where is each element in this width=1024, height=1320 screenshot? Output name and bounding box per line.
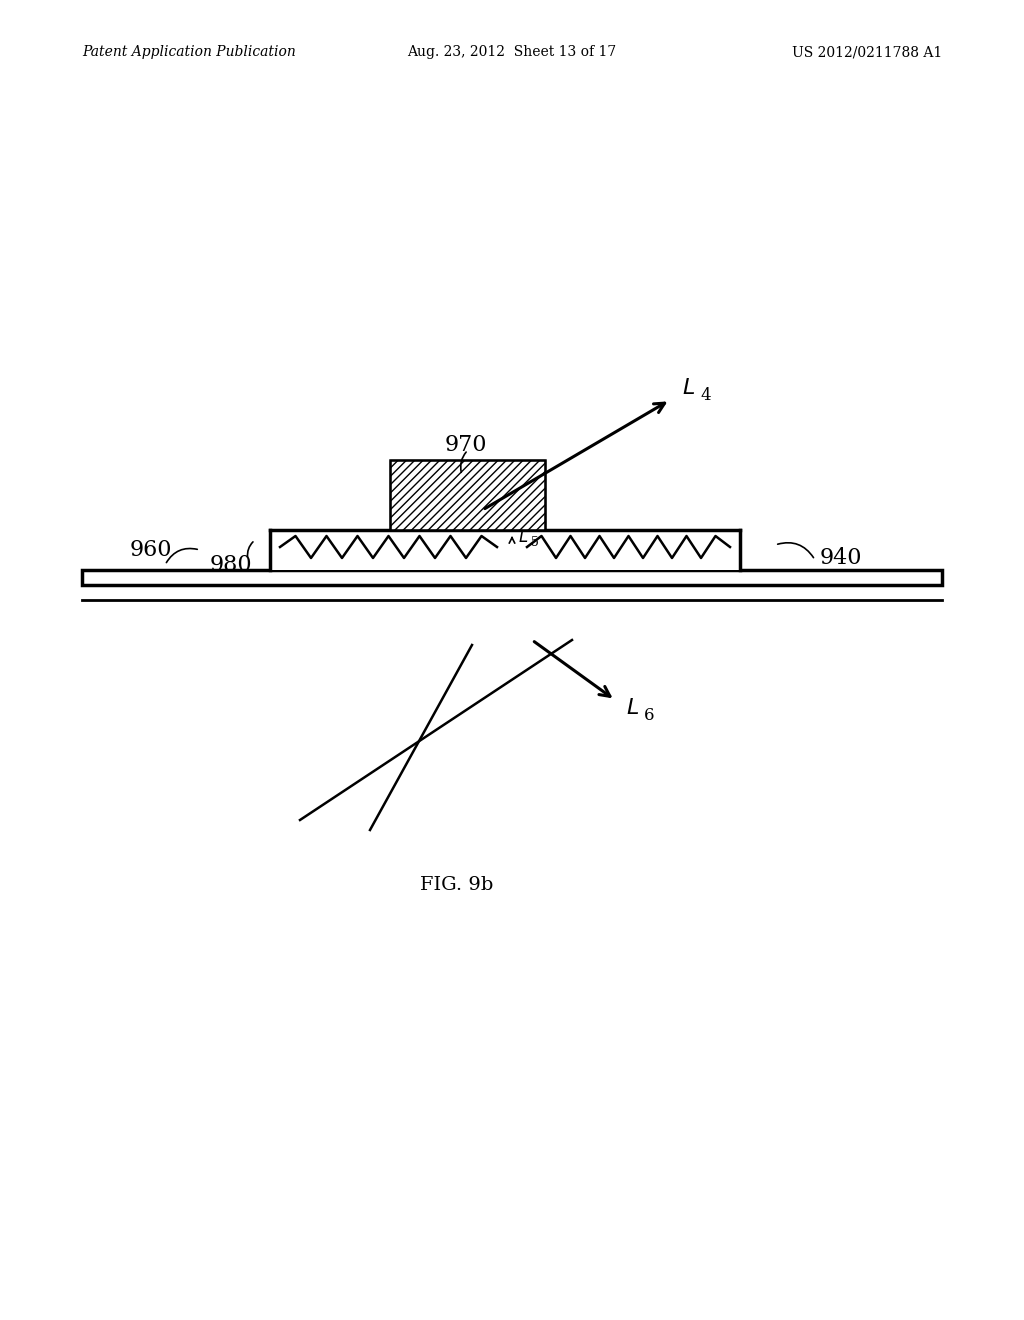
Text: Patent Application Publication: Patent Application Publication: [82, 45, 296, 59]
Bar: [82, 570, 942, 585]
Text: 970: 970: [445, 434, 487, 455]
Text: 6: 6: [644, 708, 654, 725]
Text: FIG. 9b: FIG. 9b: [420, 876, 494, 894]
Text: $L$: $L$: [626, 697, 639, 719]
Bar: [390, 459, 545, 531]
Text: 960: 960: [130, 539, 172, 561]
Text: 4: 4: [700, 388, 711, 404]
Text: $L$: $L$: [518, 528, 528, 545]
Text: $L$: $L$: [682, 378, 695, 399]
Bar: [390, 459, 545, 531]
Text: 5: 5: [531, 536, 539, 549]
Text: Aug. 23, 2012  Sheet 13 of 17: Aug. 23, 2012 Sheet 13 of 17: [408, 45, 616, 59]
Bar: [270, 531, 740, 570]
Text: 980: 980: [210, 554, 253, 576]
Text: US 2012/0211788 A1: US 2012/0211788 A1: [792, 45, 942, 59]
Text: 940: 940: [820, 546, 862, 569]
